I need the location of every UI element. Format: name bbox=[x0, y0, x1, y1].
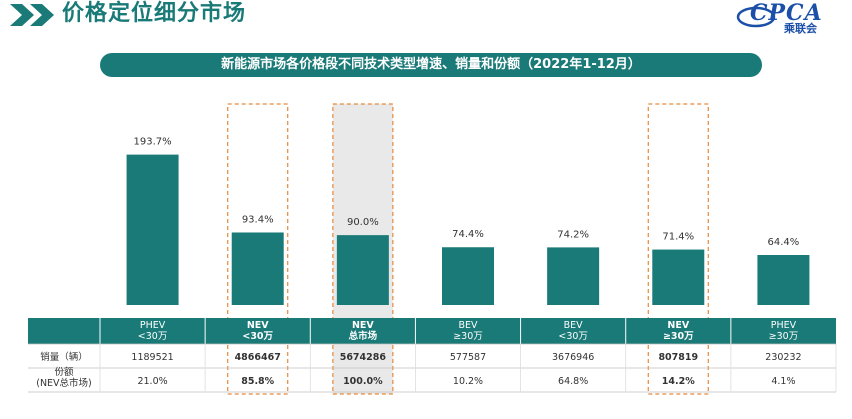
table-cell-value: 64.8% bbox=[558, 376, 588, 387]
category-label: ≥30万 bbox=[453, 331, 483, 342]
table-cell-value: 4866467 bbox=[235, 352, 281, 363]
bar-value-label: 74.2% bbox=[557, 229, 589, 240]
bar-value-label: 93.4% bbox=[242, 214, 274, 225]
bar-value-label: 64.4% bbox=[768, 237, 800, 248]
bar-value-label: 193.7% bbox=[134, 137, 172, 148]
bar-value-label: 71.4% bbox=[662, 232, 694, 243]
category-label: BEV bbox=[564, 320, 584, 331]
category-label: <30万 bbox=[138, 331, 168, 342]
table-cell-value: 3676946 bbox=[552, 352, 594, 363]
category-label: ≥30万 bbox=[769, 331, 799, 342]
logo-swoosh-icon bbox=[736, 6, 776, 28]
header: 价格定位细分市场 CPCA 乘联会 bbox=[0, 0, 852, 35]
table-cell-value: 577587 bbox=[450, 352, 486, 363]
row-label: 销量（辆） bbox=[40, 351, 88, 363]
category-label: ≥30万 bbox=[663, 331, 694, 342]
bar bbox=[126, 154, 179, 305]
category-label: <30万 bbox=[558, 331, 588, 342]
page-title: 价格定位细分市场 bbox=[62, 1, 247, 26]
bar-value-label: 90.0% bbox=[347, 217, 379, 228]
category-label: BEV bbox=[458, 320, 478, 331]
table-cell-value: 4.1% bbox=[771, 376, 795, 387]
bar bbox=[757, 255, 810, 305]
row-label: 份额 bbox=[54, 366, 74, 378]
category-label: NEV bbox=[352, 320, 374, 331]
cpca-logo: CPCA 乘联会 bbox=[726, 0, 846, 35]
bar bbox=[336, 235, 389, 305]
category-label: 总市场 bbox=[349, 330, 378, 342]
bar bbox=[652, 249, 705, 305]
table-cell-value: 85.8% bbox=[241, 376, 274, 387]
table-header-band bbox=[28, 318, 836, 344]
table-cell-value: 230232 bbox=[765, 352, 801, 363]
highlight-box bbox=[647, 103, 709, 395]
table-cell-value: 14.2% bbox=[662, 376, 695, 387]
bar bbox=[442, 247, 494, 305]
highlight-box bbox=[227, 103, 289, 395]
table-cell-value: 100.0% bbox=[343, 376, 383, 387]
table-cell-value: 5674286 bbox=[340, 352, 387, 363]
table-cell-value: 807819 bbox=[658, 352, 698, 363]
category-label: PHEV bbox=[771, 320, 797, 331]
category-label: NEV bbox=[247, 320, 269, 331]
row-label: (NEV总市场) bbox=[36, 377, 92, 389]
category-label: <30万 bbox=[242, 331, 273, 342]
logo-text: CPCA bbox=[750, 0, 823, 26]
category-label: PHEV bbox=[140, 320, 166, 331]
bar bbox=[547, 247, 600, 305]
chart-title-banner: 新能源市场各价格段不同技术类型增速、销量和份额（2022年1-12月） bbox=[100, 53, 762, 77]
table-cell-value: 1189521 bbox=[131, 352, 173, 363]
bar-value-label: 74.4% bbox=[452, 229, 484, 240]
logo-subtitle: 乘联会 bbox=[784, 22, 817, 35]
category-label: NEV bbox=[667, 320, 689, 331]
bar bbox=[231, 232, 284, 305]
table-cell-value: 10.2% bbox=[453, 376, 483, 387]
double-chevron-right-icon bbox=[10, 4, 54, 26]
table-cell-value: 21.0% bbox=[137, 376, 167, 387]
